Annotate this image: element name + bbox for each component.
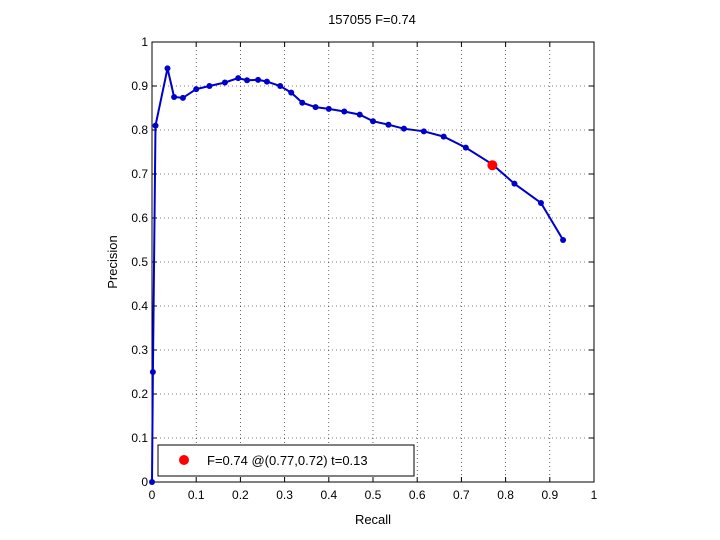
legend-box xyxy=(157,444,415,477)
grid-lines xyxy=(152,42,594,482)
pr-curve-point xyxy=(511,180,518,187)
x-tick-label: 0 xyxy=(149,488,156,502)
legend-label: F=0.74 @(0.77,0.72) t=0.13 xyxy=(207,453,368,468)
pr-curve-point xyxy=(171,94,178,100)
y-tick-label: 1 xyxy=(141,35,148,49)
pr-curve-point xyxy=(325,105,332,112)
pr-curve-point xyxy=(462,144,469,151)
pr-curve-point xyxy=(560,237,567,243)
y-tick-label: 0.9 xyxy=(131,79,148,93)
pr-curve-point xyxy=(420,128,427,135)
x-tick-label: 0.4 xyxy=(320,488,337,502)
best-f-point xyxy=(487,160,498,171)
pr-curve-point xyxy=(235,75,242,82)
pr-curve-point xyxy=(288,89,295,96)
y-tick-label: 0.7 xyxy=(131,167,148,181)
pr-curve-point xyxy=(149,479,155,485)
data-series xyxy=(149,65,567,485)
x-tick-label: 0.5 xyxy=(365,488,382,502)
x-axis-label: Recall xyxy=(355,512,391,527)
pr-curve-point xyxy=(400,125,407,132)
pr-curve-point xyxy=(440,133,447,140)
legend: F=0.74 @(0.77,0.72) t=0.13 xyxy=(157,444,415,477)
chart-title: 157055 F=0.74 xyxy=(328,12,416,27)
y-tick-label: 0.8 xyxy=(131,123,148,137)
pr-curve-point xyxy=(370,118,376,125)
pr-curve-point xyxy=(341,108,348,115)
pr-curve-point xyxy=(152,122,159,129)
y-tick-label: 0.3 xyxy=(131,343,148,357)
y-tick-label: 0 xyxy=(141,475,148,489)
pr-curve-line xyxy=(151,68,564,483)
y-tick-label: 0.5 xyxy=(131,255,148,269)
pr-curve-point xyxy=(356,111,363,118)
x-tick-label: 0.7 xyxy=(453,488,470,502)
pr-curve-point xyxy=(537,200,544,207)
pr-curve-point xyxy=(299,99,306,106)
pr-curve-point xyxy=(193,86,200,93)
x-tick-label: 0.2 xyxy=(232,488,249,502)
pr-curve-point xyxy=(179,94,186,101)
pr-curve-point xyxy=(385,121,392,128)
pr-curve-point xyxy=(164,65,171,72)
y-tick-label: 0.6 xyxy=(131,211,148,225)
y-tick-label: 0.4 xyxy=(131,299,148,313)
x-tick-label: 0.8 xyxy=(497,488,514,502)
x-tick-label: 0.9 xyxy=(541,488,558,502)
pr-curve-point xyxy=(244,77,251,84)
pr-curve-point xyxy=(277,83,284,89)
y-tick-label: 0.2 xyxy=(131,387,148,401)
x-tick-label: 0.3 xyxy=(276,488,293,502)
x-tick-label: 1 xyxy=(591,488,598,502)
x-tick-label: 0.1 xyxy=(188,488,205,502)
pr-curve-point xyxy=(255,76,262,83)
legend-marker xyxy=(179,455,189,465)
y-axis-label: Precision xyxy=(105,235,120,288)
pr-curve-point xyxy=(312,104,319,111)
axis-ticks: 0 0.1 0.2 0.3 0.4 0.5 0.6 0.7 0.8 0.9 1 0 0.1 0.2 0.3 0… xyxy=(131,35,597,502)
y-tick-label: 0.1 xyxy=(131,431,148,445)
pr-curve-point xyxy=(206,83,213,89)
x-tick-label: 0.6 xyxy=(409,488,426,502)
pr-curve-point xyxy=(263,78,270,85)
pr-curve-point xyxy=(149,369,156,375)
pr-curve-point xyxy=(221,79,228,86)
